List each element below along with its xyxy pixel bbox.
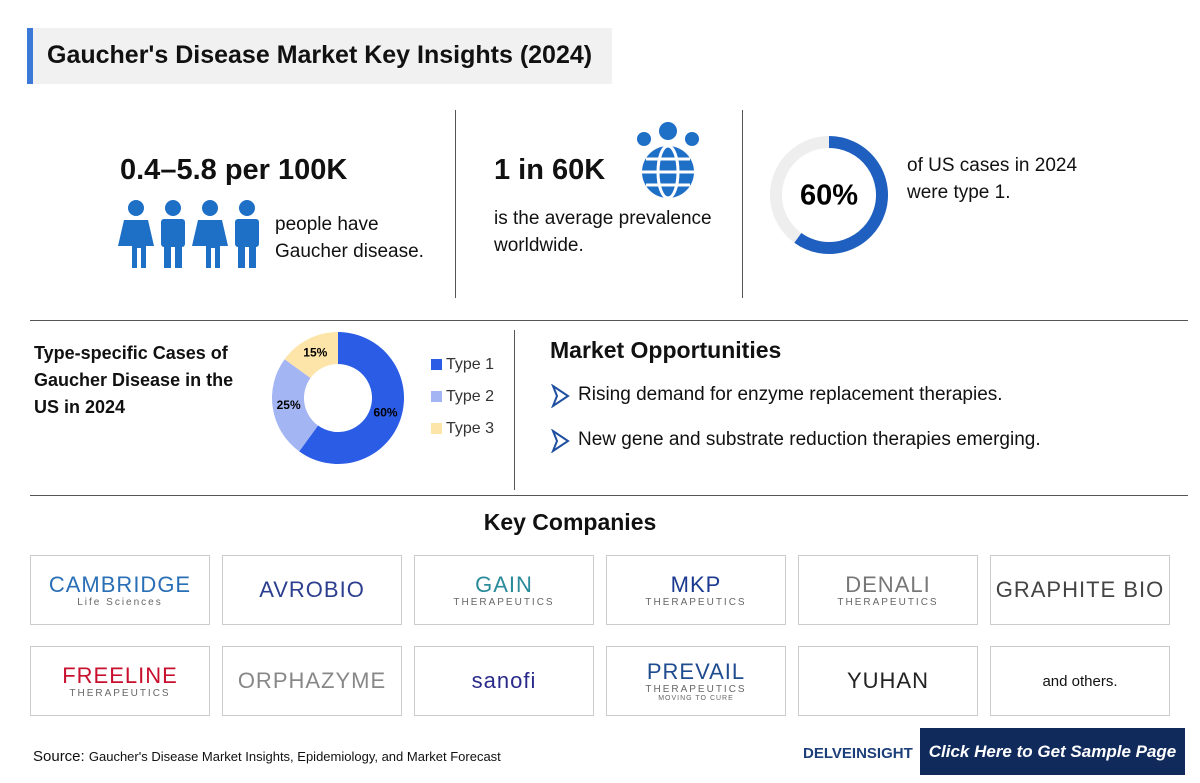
donut-slice: [284, 332, 338, 379]
opportunity: Rising demand for enzyme replacement the…: [578, 384, 1003, 405]
logo-text: AVROBIO: [259, 577, 365, 602]
logo-text: DENALI: [845, 571, 931, 597]
donut-slice: [272, 359, 319, 452]
title: Gaucher's Disease Market Key Insights (2…: [47, 41, 593, 69]
legend-swatch: [431, 423, 442, 434]
slice-label: 25%: [277, 398, 301, 412]
company-logo: DENALI THERAPEUTICS: [798, 555, 978, 625]
source: Source: Gaucher's Disease Market Insight…: [33, 748, 501, 765]
stat-text: of US cases in 2024 were type 1.: [907, 155, 1078, 203]
stat-text: is the average prevalence worldwide.: [494, 208, 712, 256]
logo-text: GAIN: [475, 571, 533, 597]
arrow-icon: [551, 384, 570, 408]
arrow-shape: [551, 384, 570, 408]
logo-text: MOVING TO CURE: [658, 695, 734, 702]
source-text: Gaucher's Disease Market Insights, Epide…: [88, 749, 501, 764]
opportunity: New gene and substrate reduction therapi…: [578, 429, 1041, 450]
arrow-shape: [551, 429, 570, 453]
logo-text: YUHAN: [846, 668, 929, 693]
chart-title: Type-specific Cases of Gaucher Disease i…: [34, 343, 234, 417]
logo-text: Life Sciences: [77, 596, 163, 608]
company-logo: FREELINE THERAPEUTICS: [30, 646, 210, 716]
logo-text: THERAPEUTICS: [645, 596, 747, 608]
logo-text: THERAPEUTICS: [69, 687, 171, 699]
logo-text: ORPHAZYME: [237, 668, 387, 693]
donut-chart: 60% Type 1 25% Type 2 15% Type 3: [272, 332, 494, 464]
logo-text: sanofi: [471, 668, 537, 693]
logo-text: MKP: [670, 571, 722, 597]
donut-slice: [299, 332, 404, 464]
legend-label: Type 3: [446, 420, 494, 437]
company-logo: MKP THERAPEUTICS: [606, 555, 786, 625]
divider: [455, 110, 456, 298]
slice-label: 60%: [374, 406, 398, 420]
brand: DELVEINSIGHT: [803, 745, 913, 762]
section-title: Market Opportunities: [550, 337, 782, 363]
company-logo: PREVAIL THERAPEUTICS MOVING TO CURE: [606, 646, 786, 716]
logo-text: PREVAIL: [646, 659, 746, 684]
divider: [30, 320, 1188, 321]
company-logo: GAIN THERAPEUTICS: [414, 555, 594, 625]
divider: [514, 330, 515, 490]
legend-swatch: [431, 359, 442, 370]
company-logo: CAMBRIDGE Life Sciences: [30, 555, 210, 625]
people-icon: [118, 200, 259, 268]
divider: [30, 495, 1188, 496]
stat-headline: 0.4–5.8 per 100K: [120, 154, 348, 186]
stat-text: people have Gaucher disease.: [275, 214, 424, 262]
gauge: 60%: [770, 136, 888, 254]
divider: [742, 110, 743, 298]
legend-label: Type 2: [446, 388, 494, 405]
company-logo: AVROBIO: [222, 555, 402, 625]
company-logo: ORPHAZYME: [222, 646, 402, 716]
globe-people-icon: [637, 122, 699, 200]
others: and others.: [990, 646, 1170, 716]
legend-swatch: [431, 391, 442, 402]
company-logo: sanofi: [414, 646, 594, 716]
logo-text: CAMBRIDGE: [48, 571, 192, 597]
slice-label: 15%: [303, 346, 327, 360]
stat-headline: 1 in 60K: [494, 154, 606, 186]
sample-button[interactable]: Click Here to Get Sample Page: [920, 728, 1185, 775]
gauge-arc: [794, 136, 888, 254]
company-logo: GRAPHITE BIO: [990, 555, 1170, 625]
logo-text: THERAPEUTICS: [453, 596, 555, 608]
title-box: Gaucher's Disease Market Key Insights (2…: [27, 28, 612, 84]
arrow-icon: [551, 429, 570, 453]
company-logo: YUHAN: [798, 646, 978, 716]
logo-text: THERAPEUTICS: [837, 596, 939, 608]
section-title: Key Companies: [483, 509, 657, 535]
title-bar: [27, 28, 33, 84]
logo-text: FREELINE: [62, 662, 178, 688]
logo-text: GRAPHITE BIO: [995, 577, 1165, 602]
logo-text: THERAPEUTICS: [645, 684, 747, 695]
legend-label: Type 1: [446, 356, 494, 373]
source-label: Source:: [33, 748, 85, 765]
gauge-label: 60%: [800, 180, 858, 212]
